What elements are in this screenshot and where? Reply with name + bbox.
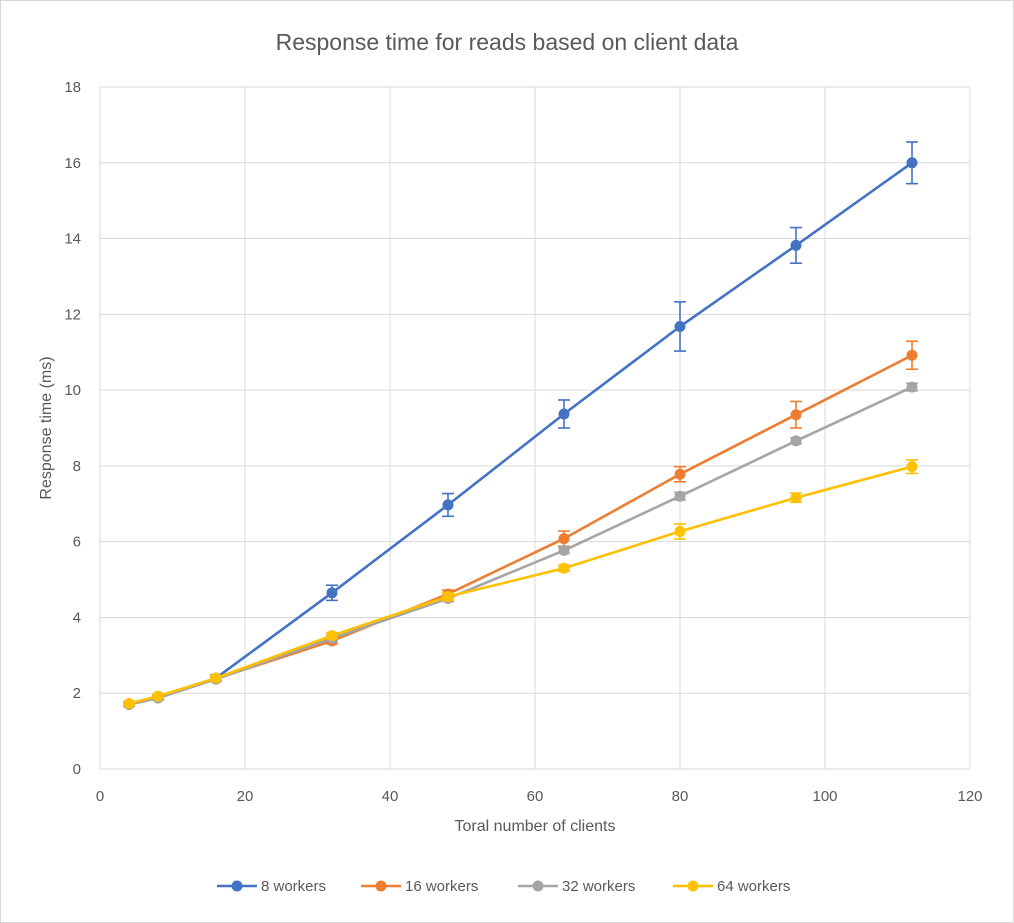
data-point xyxy=(790,492,802,504)
chart-title: Response time for reads based on client … xyxy=(276,29,739,55)
y-tick-label: 8 xyxy=(73,458,81,475)
x-tick-label: 40 xyxy=(382,788,399,805)
data-point xyxy=(790,239,802,251)
legend-item: 32 workers xyxy=(518,878,635,895)
x-tick-label: 100 xyxy=(812,788,837,805)
data-point xyxy=(152,690,164,702)
series-2 xyxy=(123,381,918,711)
y-tick-label: 4 xyxy=(73,609,81,626)
y-tick-label: 0 xyxy=(73,761,81,778)
series-3 xyxy=(123,459,918,709)
series-line xyxy=(128,354,913,706)
data-point xyxy=(442,591,454,603)
data-point xyxy=(558,533,570,545)
y-tick-label: 2 xyxy=(73,685,81,702)
legend-marker xyxy=(375,880,387,892)
x-tick-label: 80 xyxy=(672,788,689,805)
y-tick-label: 12 xyxy=(64,306,81,323)
data-point xyxy=(442,499,454,511)
data-point xyxy=(906,461,918,473)
data-point xyxy=(674,468,686,480)
data-point xyxy=(906,349,918,361)
legend-item: 64 workers xyxy=(673,878,790,895)
legend-item: 16 workers xyxy=(361,878,478,895)
y-axis-label: Response time (ms) xyxy=(38,356,55,499)
y-tick-label: 10 xyxy=(64,382,81,399)
data-point xyxy=(558,544,570,556)
x-axis-ticks: 0 20 40 60 80 100 120 xyxy=(96,788,983,805)
data-point xyxy=(210,672,222,684)
y-axis-ticks: 0 2 4 6 8 10 12 14 16 18 xyxy=(64,79,81,778)
data-point xyxy=(790,435,802,447)
legend: 8 workers 16 workers 32 workers 64 workers xyxy=(217,878,790,895)
data-point xyxy=(123,697,135,709)
x-tick-label: 60 xyxy=(527,788,544,805)
legend-item: 8 workers xyxy=(217,878,326,895)
data-point xyxy=(906,157,918,169)
data-point xyxy=(326,587,338,599)
y-tick-label: 14 xyxy=(64,231,81,248)
x-axis-label: Toral number of clients xyxy=(455,818,616,835)
series-0 xyxy=(123,141,918,710)
data-point xyxy=(558,562,570,574)
legend-label: 8 workers xyxy=(261,878,326,895)
legend-marker xyxy=(231,880,243,892)
data-point xyxy=(326,630,338,642)
y-tick-label: 6 xyxy=(73,534,81,551)
y-tick-label: 16 xyxy=(64,155,81,172)
legend-marker xyxy=(532,880,544,892)
series-1 xyxy=(123,340,918,710)
data-point xyxy=(674,525,686,537)
gridlines xyxy=(99,86,971,770)
series-group xyxy=(123,141,918,711)
data-point xyxy=(674,320,686,332)
x-tick-label: 20 xyxy=(237,788,254,805)
data-point xyxy=(906,381,918,393)
legend-label: 64 workers xyxy=(717,878,790,895)
data-point xyxy=(558,408,570,420)
legend-label: 32 workers xyxy=(562,878,635,895)
data-point xyxy=(674,490,686,502)
y-tick-label: 18 xyxy=(64,79,81,96)
x-tick-label: 0 xyxy=(96,788,104,805)
legend-marker xyxy=(687,880,699,892)
data-point xyxy=(790,409,802,421)
x-tick-label: 120 xyxy=(957,788,982,805)
legend-label: 16 workers xyxy=(405,878,478,895)
